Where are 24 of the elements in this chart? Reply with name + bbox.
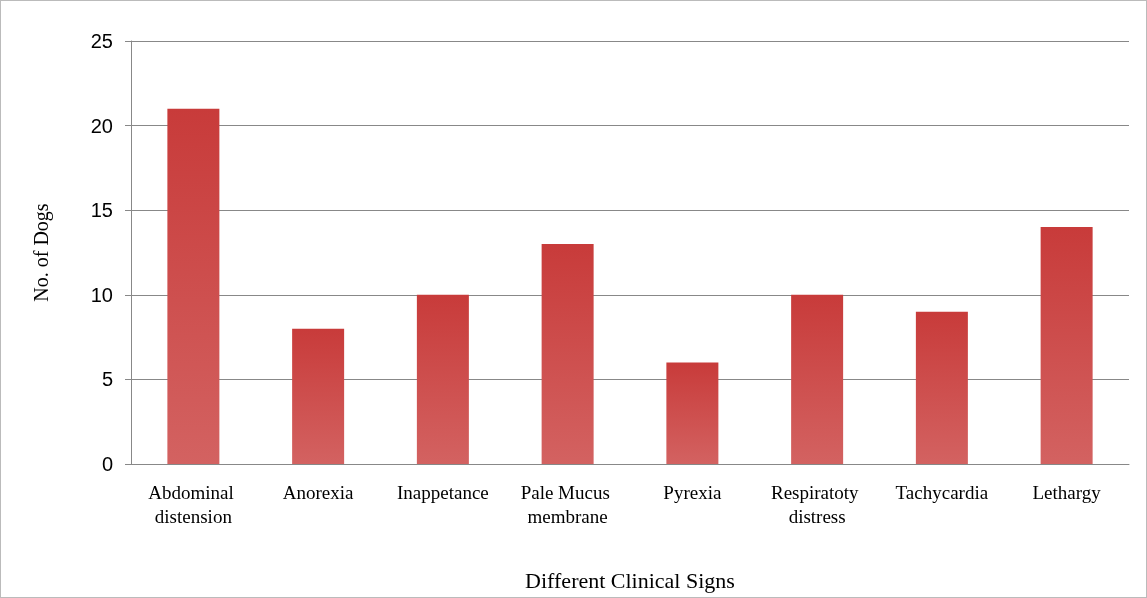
y-tick-label: 15 <box>90 199 113 222</box>
x-tick-label: Inappetance <box>396 481 489 503</box>
y-axis-title: No. of Dogs <box>30 203 53 302</box>
bar <box>791 294 844 464</box>
y-tick-label: 20 <box>90 114 113 137</box>
bar <box>416 294 469 464</box>
y-tick-label: 0 <box>101 453 113 475</box>
x-tick-label: Tachycardia <box>895 481 989 503</box>
y-tick-label: 10 <box>90 283 113 306</box>
x-axis-title: Different Clinical Signs <box>525 567 735 593</box>
bar <box>1040 227 1093 464</box>
y-tick-label: 25 <box>90 30 113 52</box>
x-tick-label: Anorexia <box>282 481 355 503</box>
bar <box>666 362 719 464</box>
x-tick-label: Lethargy <box>1032 481 1102 503</box>
x-tick-label: Pyrexia <box>663 481 722 503</box>
bar <box>541 244 594 464</box>
x-tick-label: Respiratoty distress <box>770 481 864 527</box>
y-tick-label: 5 <box>101 368 113 391</box>
bar <box>167 108 220 464</box>
x-tick-label: Pale Mucus membrane <box>520 481 615 527</box>
bar <box>915 311 968 464</box>
bar <box>292 328 345 464</box>
x-tick-label: Abdominal distension <box>148 481 239 527</box>
